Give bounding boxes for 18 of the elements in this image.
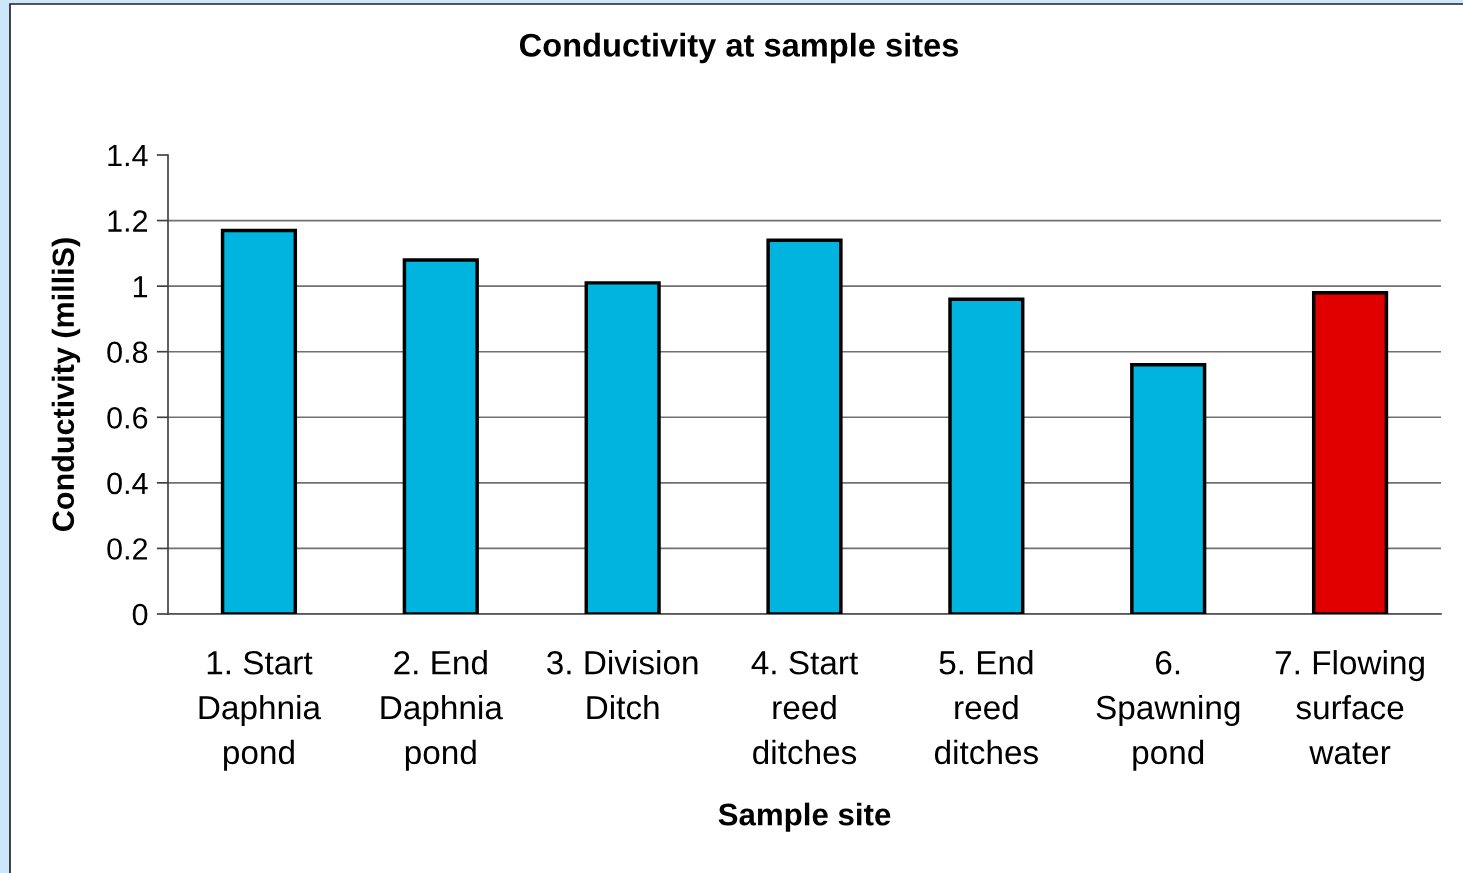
- y-tick-label: 1.4: [108, 145, 148, 167]
- x-tick-label: 7. Flowing surface water: [1275, 650, 1424, 765]
- y-tick-label: 0: [132, 603, 148, 626]
- x-tick-label: 5. End reed ditches: [934, 650, 1038, 765]
- x-tick-label: 4. Start reed ditches: [751, 650, 858, 765]
- y-tick-label: 0.4: [107, 472, 148, 495]
- x-axis-title: Sample site: [718, 802, 891, 832]
- x-tick-label: 2. End Daphnia pond: [381, 650, 503, 771]
- y-axis-title: Conductivity (milliS): [51, 238, 81, 531]
- x-tick-label: 1. Start Daphnia pond: [199, 650, 322, 771]
- y-tick-label: 0.2: [107, 538, 148, 560]
- y-tick-label: 0.8: [107, 341, 148, 364]
- y-tick-label: 1: [133, 276, 148, 298]
- chart-title: Conductivity at sample sites: [519, 32, 959, 64]
- y-tick-label: 0.6: [107, 407, 148, 429]
- x-tick-label: 6. Spawning pond: [1096, 650, 1240, 771]
- x-tick-label: 3. Division Ditch: [547, 650, 698, 720]
- y-tick-label: 1.2: [108, 210, 148, 232]
